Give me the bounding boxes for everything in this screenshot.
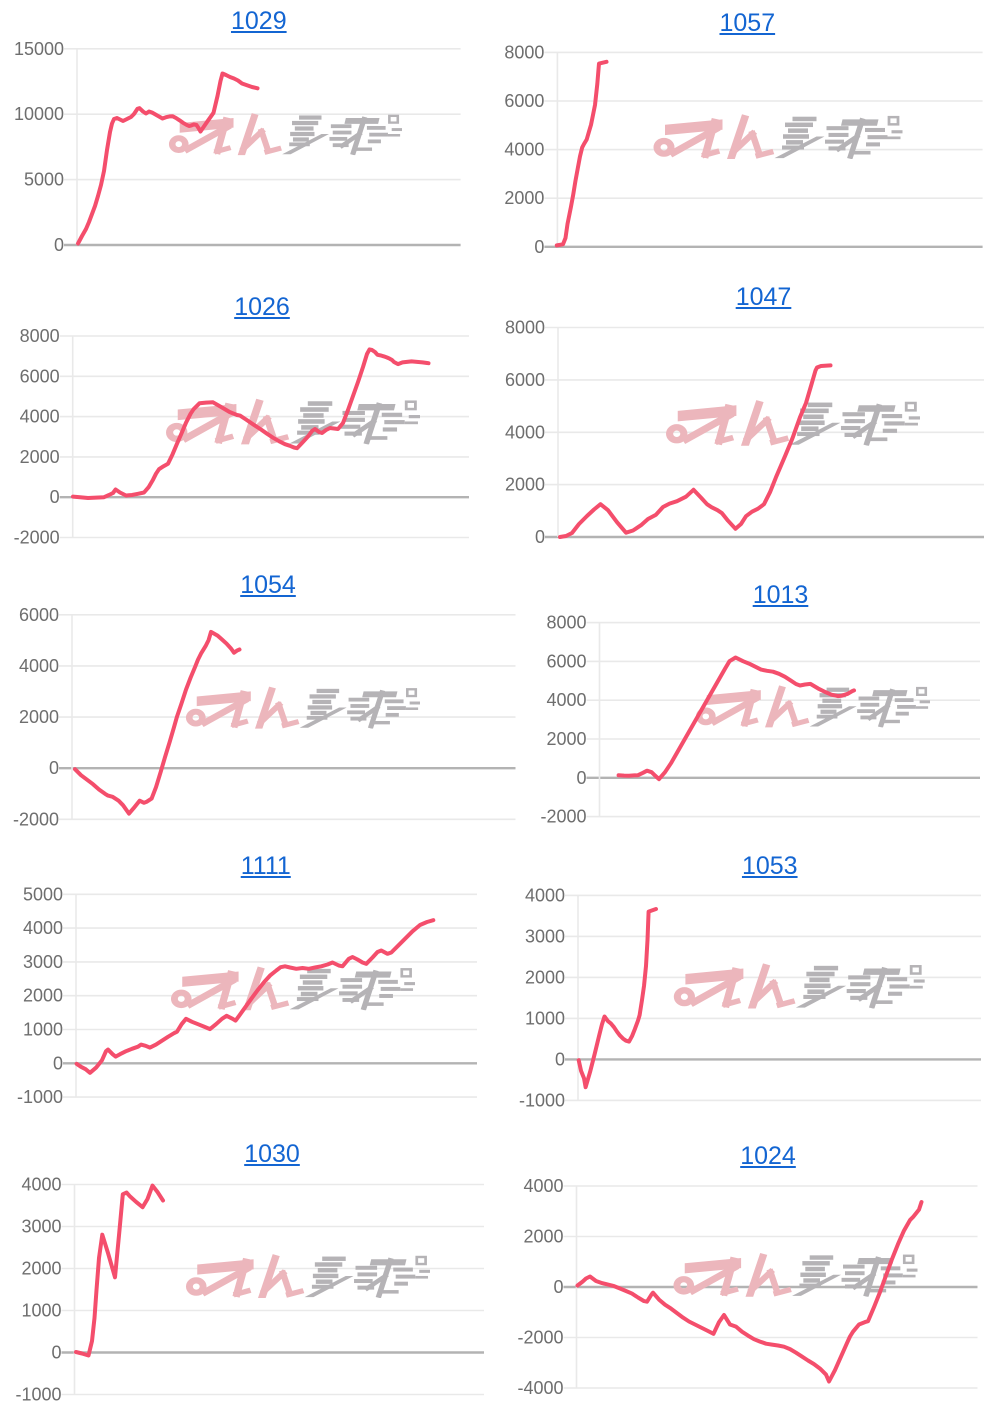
svg-text:3000: 3000 — [23, 952, 63, 972]
svg-text:2000: 2000 — [21, 1259, 61, 1279]
svg-text:-2000: -2000 — [14, 528, 60, 548]
svg-text:2000: 2000 — [20, 447, 60, 467]
svg-text:4000: 4000 — [525, 885, 565, 905]
svg-text:2000: 2000 — [504, 188, 544, 208]
svg-text:4000: 4000 — [523, 1176, 563, 1196]
svg-text:-2000: -2000 — [517, 1328, 563, 1348]
svg-text:8000: 8000 — [546, 613, 586, 633]
svg-text:0: 0 — [534, 237, 544, 257]
svg-text:-1000: -1000 — [17, 1087, 63, 1107]
svg-text:4000: 4000 — [21, 1175, 61, 1195]
svg-text:2000: 2000 — [23, 986, 63, 1006]
svg-text:0: 0 — [553, 1277, 563, 1297]
svg-text:0: 0 — [555, 1049, 565, 1069]
svg-text:0: 0 — [54, 235, 64, 255]
svg-text:0: 0 — [51, 1343, 61, 1363]
svg-text:6000: 6000 — [504, 91, 544, 111]
svg-text:-1000: -1000 — [15, 1385, 61, 1405]
svg-text:2000: 2000 — [525, 967, 565, 987]
svg-text:0: 0 — [50, 487, 60, 507]
svg-text:4000: 4000 — [23, 918, 63, 938]
svg-text:0: 0 — [49, 758, 59, 778]
svg-text:15000: 15000 — [14, 39, 64, 59]
svg-text:10000: 10000 — [14, 104, 64, 124]
svg-text:4000: 4000 — [504, 140, 544, 160]
svg-text:8000: 8000 — [505, 318, 545, 338]
svg-text:2000: 2000 — [546, 729, 586, 749]
svg-text:3000: 3000 — [21, 1217, 61, 1237]
svg-text:1000: 1000 — [21, 1301, 61, 1321]
svg-text:2000: 2000 — [523, 1227, 563, 1247]
svg-text:-2000: -2000 — [13, 809, 59, 829]
svg-text:1000: 1000 — [23, 1020, 63, 1040]
svg-text:1000: 1000 — [525, 1008, 565, 1028]
svg-text:5000: 5000 — [24, 170, 64, 190]
svg-text:2000: 2000 — [19, 707, 59, 727]
svg-text:3000: 3000 — [525, 926, 565, 946]
svg-text:4000: 4000 — [546, 690, 586, 710]
svg-text:6000: 6000 — [20, 366, 60, 386]
svg-text:2000: 2000 — [505, 475, 545, 495]
svg-text:6000: 6000 — [19, 605, 59, 625]
svg-text:0: 0 — [53, 1053, 63, 1073]
svg-text:0: 0 — [535, 527, 545, 547]
svg-text:8000: 8000 — [504, 42, 544, 62]
svg-text:-2000: -2000 — [540, 807, 586, 827]
svg-text:5000: 5000 — [23, 884, 63, 904]
svg-text:-4000: -4000 — [517, 1378, 563, 1398]
svg-text:0: 0 — [576, 768, 586, 788]
svg-text:6000: 6000 — [546, 651, 586, 671]
svg-text:4000: 4000 — [20, 407, 60, 427]
svg-text:-1000: -1000 — [519, 1090, 565, 1110]
svg-text:6000: 6000 — [505, 370, 545, 390]
svg-text:4000: 4000 — [19, 656, 59, 676]
svg-text:8000: 8000 — [20, 326, 60, 346]
svg-text:4000: 4000 — [505, 422, 545, 442]
